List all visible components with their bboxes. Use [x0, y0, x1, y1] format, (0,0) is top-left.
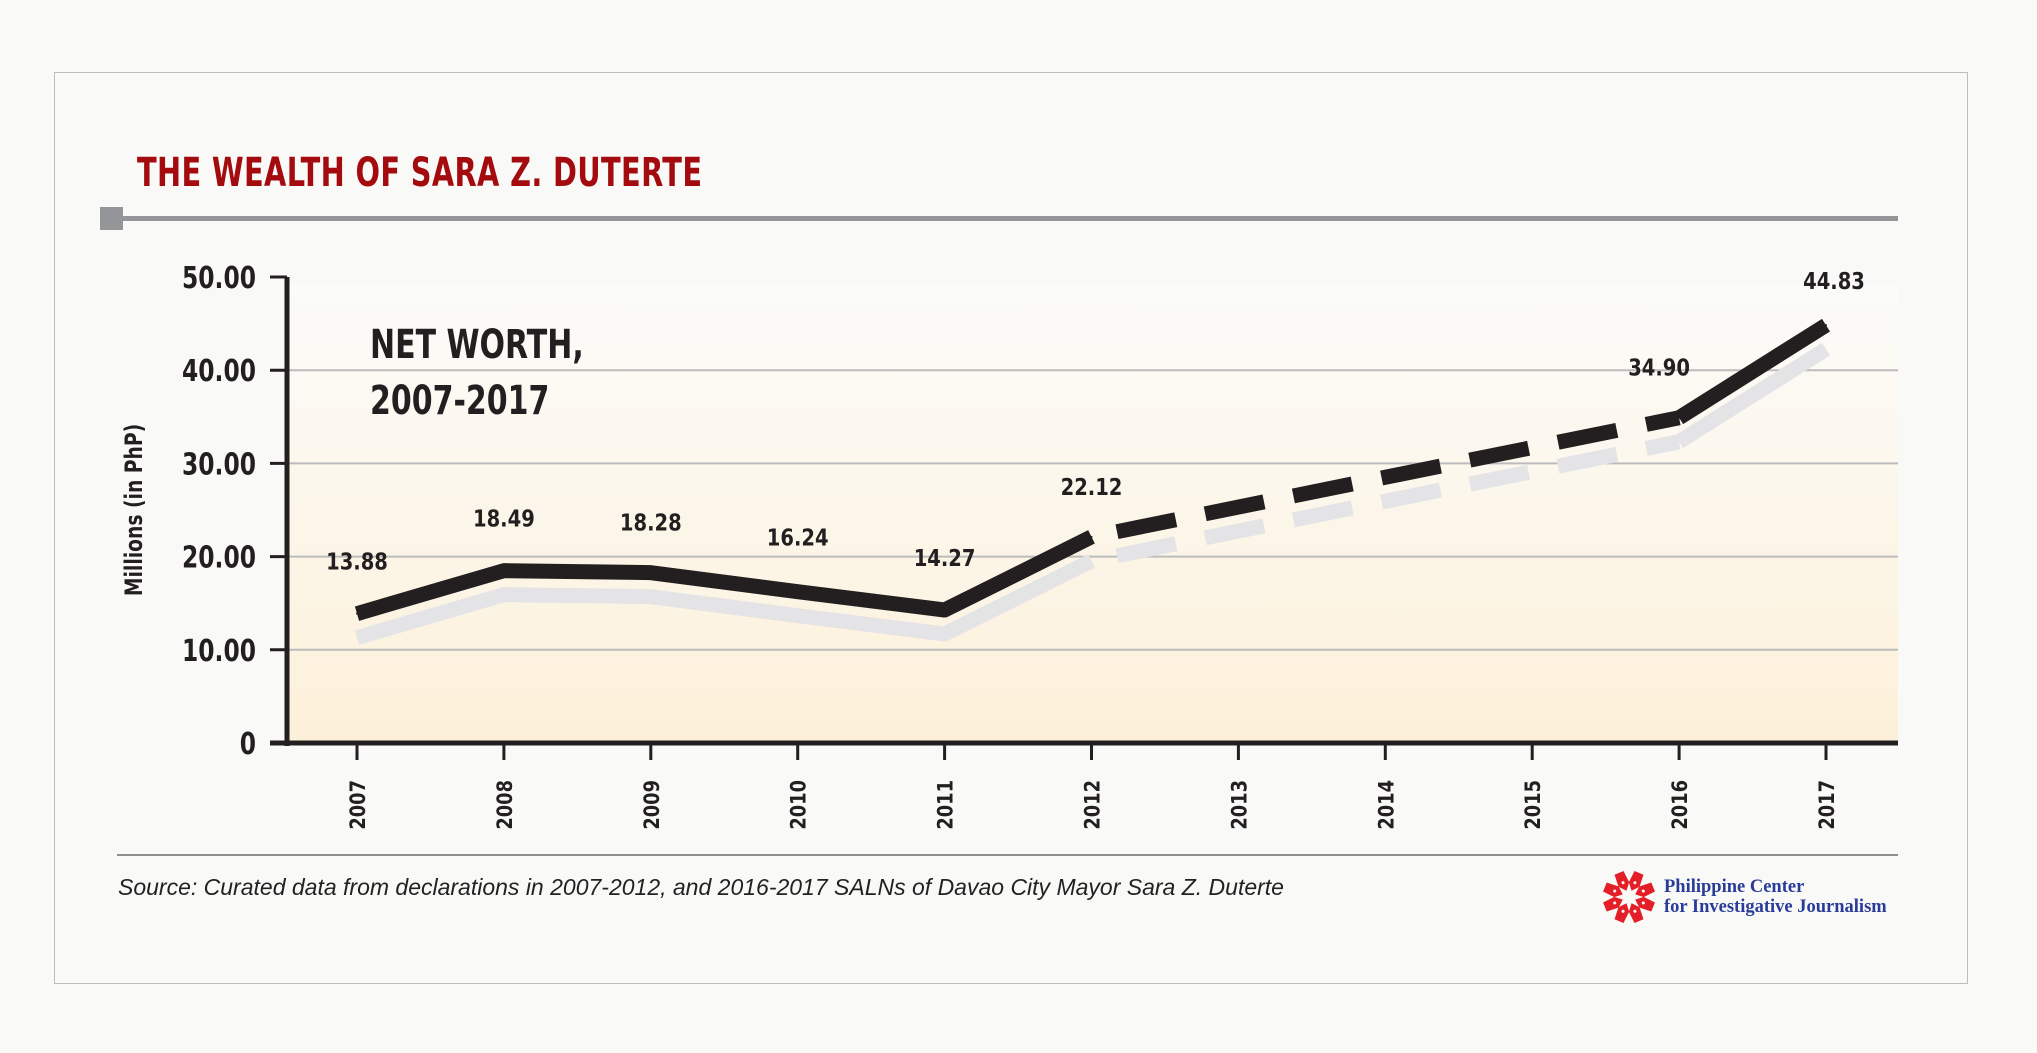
x-tick-label: 2007 [346, 780, 371, 830]
x-tick-label: 2016 [1668, 780, 1693, 830]
x-tick-label: 2013 [1227, 780, 1252, 830]
x-tick-label: 2011 [933, 780, 958, 830]
pen-nib-hole [1641, 889, 1645, 893]
data-point [796, 590, 799, 593]
pen-nib-hole [1633, 909, 1637, 913]
pcij-logo[interactable]: Philippine Center for Investigative Jour… [1600, 868, 1887, 926]
title-divider [110, 216, 1898, 221]
data-label: 18.49 [473, 506, 535, 533]
data-point [502, 569, 505, 572]
data-labels: 13.88 18.49 18.28 16.24 14.27 22.12 34.90 44.83 [326, 269, 1865, 576]
pen-nib-icon [1614, 903, 1630, 923]
data-label: 22.12 [1061, 474, 1123, 501]
x-tick-label: 2010 [786, 780, 811, 830]
chart-subtitle-line2: 2007-2017 [370, 378, 549, 424]
axes [270, 277, 1898, 746]
data-point [1825, 324, 1827, 327]
line-shadow-segment [354, 554, 1095, 645]
data-point [943, 609, 946, 612]
pen-nib-hole [1621, 909, 1625, 913]
x-axis-ticks: 2007 2008 2009 2010 2011 2012 2013 2014 2015 2016… [346, 743, 1840, 830]
pen-nib-sunburst-icon [1603, 871, 1655, 923]
data-point [1090, 535, 1093, 538]
y-axis-ticks: 0 10.00 20.00 30.00 40.00 50.00 [182, 261, 287, 762]
pen-nib-icon [1603, 896, 1623, 912]
x-tick-label: 2014 [1374, 780, 1399, 830]
x-tick-label: 2009 [639, 780, 664, 830]
y-tick-label: 10.00 [182, 634, 256, 669]
data-point [1678, 416, 1681, 419]
title-divider-marker [100, 207, 123, 230]
pen-nib-hole [1641, 901, 1645, 905]
line-shadow-dashed-segment [1090, 434, 1681, 569]
x-tick-label: 2008 [493, 780, 518, 830]
logo-line-2: for Investigative Journalism [1664, 897, 1887, 917]
pen-nib-icon [1614, 871, 1630, 891]
pen-nib-icon [1635, 896, 1655, 912]
data-point [649, 571, 652, 574]
x-tick-label: 2012 [1080, 780, 1105, 830]
page-title: THE WEALTH OF SARA Z. DUTERTE [137, 150, 703, 196]
y-tick-label: 40.00 [182, 354, 256, 389]
pen-nib-icon [1628, 903, 1644, 923]
logo-line-1: Philippine Center [1664, 877, 1805, 897]
logo-text: Philippine Center for Investigative Jour… [1664, 877, 1887, 917]
line-dashed-segment [1090, 410, 1681, 545]
line-solid-segment [354, 530, 1095, 621]
pen-nib-hole [1613, 901, 1617, 905]
gridlines [287, 369, 1898, 651]
line-shadow [354, 342, 1830, 645]
data-label: 34.90 [1628, 355, 1690, 382]
source-note: Source: Curated data from declarations i… [118, 874, 1284, 900]
data-label: 44.83 [1803, 269, 1865, 296]
data-label: 18.28 [620, 510, 682, 537]
x-tick-label: 2015 [1521, 780, 1546, 830]
pen-nib-hole [1621, 881, 1625, 885]
pen-nib-hole [1613, 889, 1617, 893]
x-tick-label: 2017 [1815, 780, 1840, 830]
pen-nib-icon [1635, 882, 1655, 898]
source-divider [117, 854, 1898, 856]
pen-nib-hole [1633, 881, 1637, 885]
line-shadow-segment [1675, 342, 1830, 449]
chart-subtitle-line1: NET WORTH, [370, 322, 584, 368]
plot-area [287, 285, 1898, 743]
net-worth-line [354, 318, 1830, 621]
data-point [356, 612, 358, 615]
line-solid-segment [1675, 318, 1830, 425]
data-label: 16.24 [767, 525, 829, 552]
y-tick-label: 50.00 [182, 261, 256, 296]
y-axis-label: Millions (in PhP) [121, 424, 149, 596]
y-tick-label: 30.00 [182, 448, 256, 483]
data-label: 13.88 [326, 549, 388, 576]
y-tick-label: 0 [240, 727, 256, 762]
data-label: 14.27 [914, 546, 976, 573]
y-tick-label: 20.00 [182, 541, 256, 576]
pen-nib-icon [1628, 871, 1644, 891]
pen-nib-icon [1603, 882, 1623, 898]
